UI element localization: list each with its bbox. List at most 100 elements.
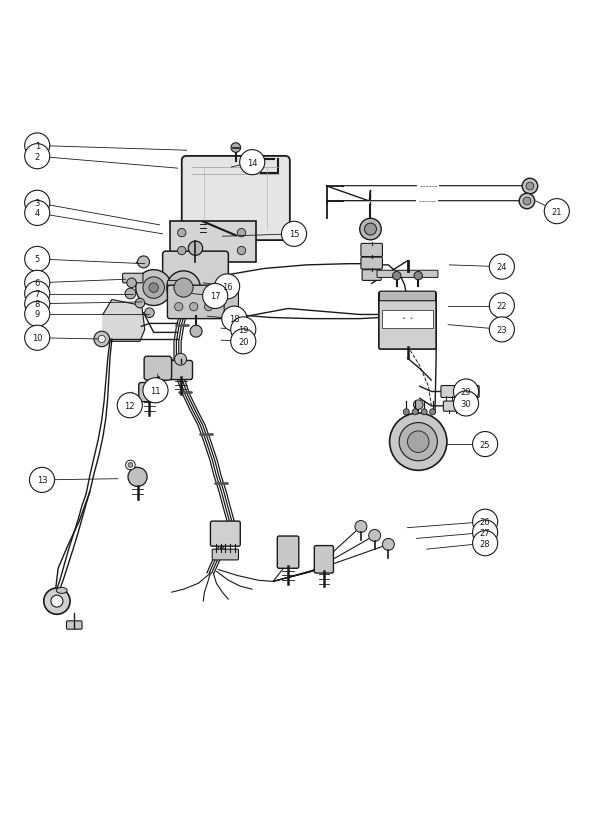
Text: 29: 29	[461, 388, 471, 396]
Circle shape	[128, 468, 147, 487]
Circle shape	[190, 326, 202, 337]
Circle shape	[178, 229, 186, 237]
Circle shape	[137, 256, 149, 269]
Text: 14: 14	[247, 159, 257, 167]
Circle shape	[25, 134, 50, 159]
Circle shape	[473, 520, 497, 545]
Text: 22: 22	[497, 302, 507, 311]
Circle shape	[125, 289, 136, 299]
FancyBboxPatch shape	[182, 156, 290, 241]
FancyBboxPatch shape	[379, 293, 436, 350]
Text: 27: 27	[480, 528, 490, 538]
Bar	[382, 310, 433, 328]
FancyBboxPatch shape	[163, 252, 229, 289]
Text: 13: 13	[37, 476, 47, 485]
FancyBboxPatch shape	[170, 222, 256, 263]
Circle shape	[29, 468, 55, 493]
FancyBboxPatch shape	[212, 549, 238, 560]
Circle shape	[523, 198, 531, 206]
FancyBboxPatch shape	[361, 258, 382, 270]
Circle shape	[135, 299, 145, 308]
Text: 1: 1	[35, 141, 40, 151]
Circle shape	[237, 229, 245, 237]
Circle shape	[281, 222, 307, 247]
Circle shape	[237, 247, 245, 256]
Text: 3: 3	[35, 199, 40, 208]
Circle shape	[51, 595, 63, 607]
Circle shape	[544, 199, 569, 224]
Circle shape	[25, 201, 50, 227]
Circle shape	[25, 271, 50, 296]
Text: 21: 21	[551, 208, 562, 217]
Text: 26: 26	[480, 518, 490, 527]
Circle shape	[412, 409, 418, 415]
Circle shape	[526, 183, 534, 191]
Circle shape	[231, 318, 256, 342]
Circle shape	[25, 302, 50, 327]
Circle shape	[94, 332, 109, 347]
FancyBboxPatch shape	[139, 383, 160, 402]
Circle shape	[149, 284, 158, 293]
Circle shape	[25, 191, 50, 216]
FancyBboxPatch shape	[169, 361, 193, 380]
Circle shape	[25, 292, 50, 317]
Circle shape	[403, 409, 409, 415]
Circle shape	[382, 538, 394, 551]
Circle shape	[167, 271, 200, 305]
FancyBboxPatch shape	[167, 286, 225, 319]
Circle shape	[490, 255, 514, 280]
Ellipse shape	[56, 588, 67, 594]
FancyBboxPatch shape	[144, 356, 172, 380]
FancyBboxPatch shape	[211, 522, 240, 547]
Circle shape	[473, 432, 497, 457]
Circle shape	[473, 531, 497, 556]
Circle shape	[143, 278, 164, 299]
FancyBboxPatch shape	[441, 386, 479, 398]
FancyBboxPatch shape	[224, 290, 238, 316]
Circle shape	[490, 294, 514, 318]
Circle shape	[215, 275, 239, 299]
Polygon shape	[103, 300, 145, 342]
FancyBboxPatch shape	[362, 270, 381, 281]
FancyBboxPatch shape	[67, 621, 82, 629]
Circle shape	[368, 530, 380, 542]
Circle shape	[389, 414, 447, 471]
Circle shape	[360, 219, 381, 241]
Circle shape	[25, 145, 50, 170]
Circle shape	[473, 509, 497, 534]
FancyBboxPatch shape	[361, 244, 382, 257]
Circle shape	[222, 307, 247, 332]
Circle shape	[98, 336, 106, 343]
Circle shape	[175, 354, 187, 366]
Circle shape	[190, 304, 198, 312]
Text: 16: 16	[222, 283, 232, 292]
Circle shape	[365, 224, 376, 236]
Circle shape	[44, 588, 70, 614]
Circle shape	[413, 400, 423, 410]
Circle shape	[125, 461, 135, 471]
Circle shape	[355, 521, 367, 533]
Circle shape	[399, 423, 437, 461]
Text: 23: 23	[497, 326, 507, 334]
Text: 2: 2	[35, 152, 40, 161]
Text: 15: 15	[289, 230, 299, 239]
Text: 7: 7	[35, 289, 40, 299]
FancyBboxPatch shape	[379, 292, 436, 301]
Text: 8: 8	[35, 300, 40, 308]
FancyBboxPatch shape	[122, 274, 143, 284]
Circle shape	[231, 144, 241, 153]
Circle shape	[178, 247, 186, 256]
Text: 25: 25	[480, 440, 490, 449]
Text: 9: 9	[35, 310, 40, 319]
Circle shape	[421, 409, 427, 415]
Text: 6: 6	[35, 279, 40, 288]
Text: 4: 4	[35, 209, 40, 218]
Circle shape	[175, 304, 183, 312]
Circle shape	[145, 308, 154, 318]
FancyBboxPatch shape	[167, 281, 181, 295]
Circle shape	[25, 326, 50, 351]
Text: 18: 18	[229, 315, 239, 323]
Text: 5: 5	[35, 255, 40, 264]
Text: 12: 12	[125, 401, 135, 410]
Text: •  •: • •	[402, 316, 413, 321]
